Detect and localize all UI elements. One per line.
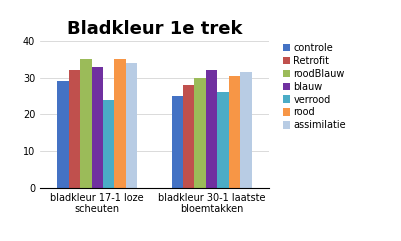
Bar [206,70,217,188]
Bar [57,81,69,188]
Bar [172,96,183,188]
Bar [91,67,103,188]
Legend: controle, Retrofit, roodBlauw, blauw, verrood, rood, assimilatie: controle, Retrofit, roodBlauw, blauw, ve… [283,43,346,130]
Bar [183,85,194,188]
Bar [114,59,126,188]
Bar [103,100,114,188]
Bar [217,92,229,188]
Bar [229,76,240,188]
Title: Bladkleur 1e trek: Bladkleur 1e trek [67,20,242,38]
Bar [69,70,80,188]
Bar [194,78,206,188]
Bar [240,72,251,188]
Bar [126,63,137,188]
Bar [80,59,91,188]
